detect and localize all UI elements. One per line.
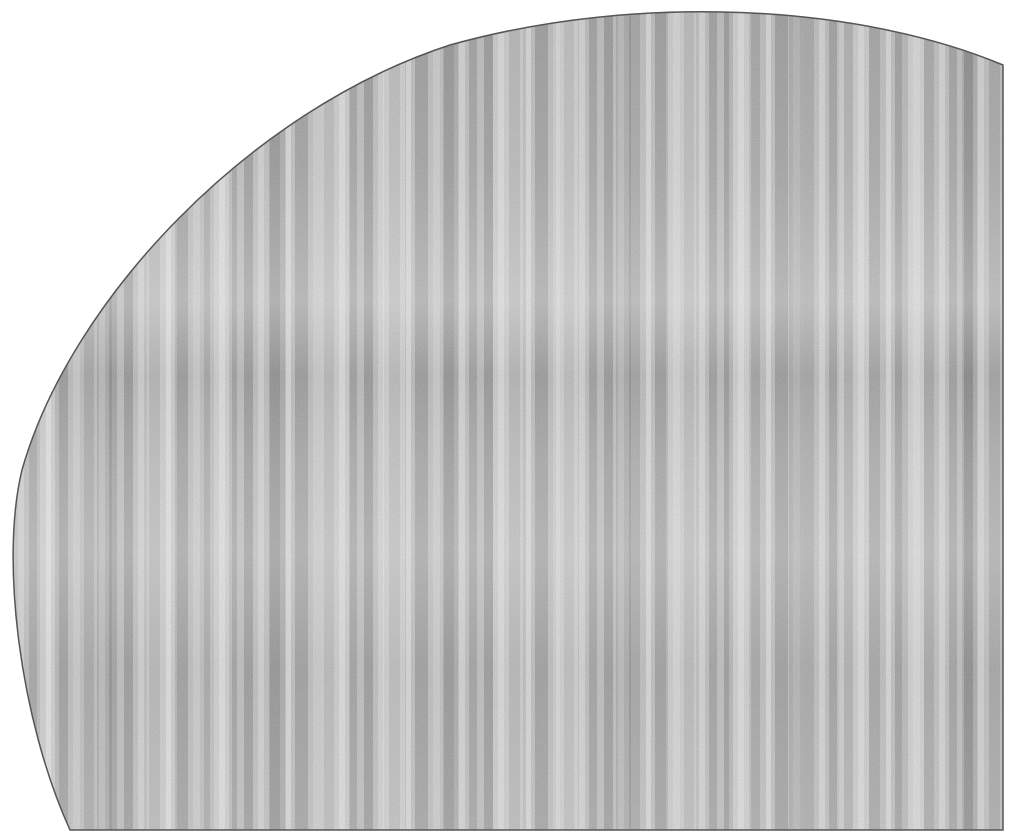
wafer-outline [12,11,1004,831]
